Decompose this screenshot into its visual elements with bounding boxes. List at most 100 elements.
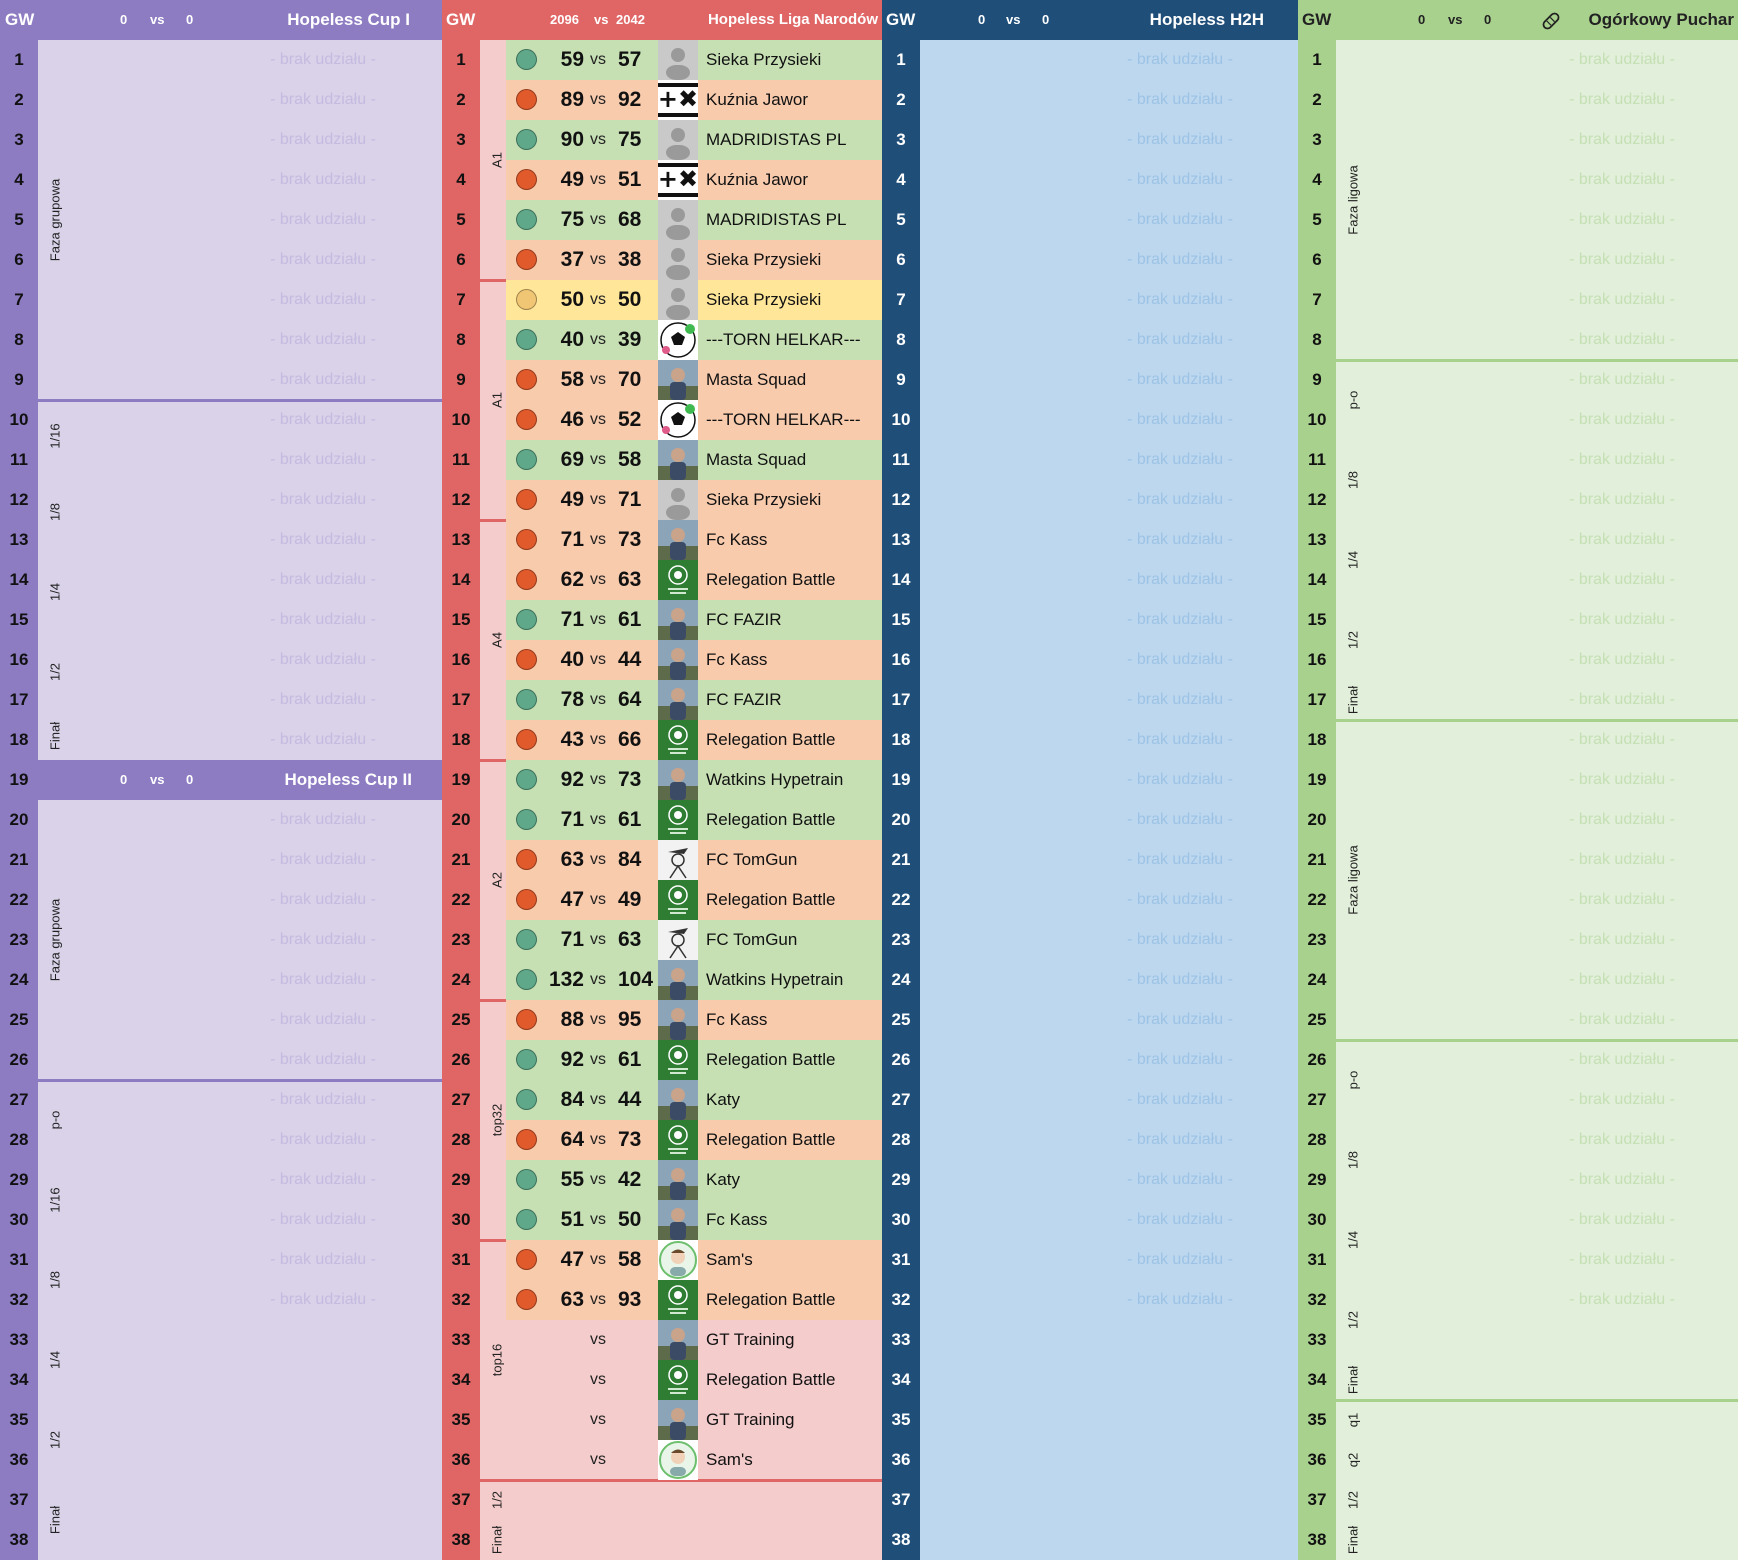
cup-no-participation: - brak udziału - xyxy=(270,291,376,308)
liga-match-row[interactable]: 89 vs 92 +✖ Kuźnia Jawor xyxy=(506,80,882,120)
ogorek-phase: Finał xyxy=(1336,680,1370,720)
liga-match-row[interactable]: 47 vs 58 Sam's xyxy=(506,1240,882,1280)
opponent-score: 73 xyxy=(618,1128,642,1151)
team-avatar xyxy=(658,1240,698,1280)
vs-label: vs xyxy=(590,491,606,508)
liga-match-row[interactable]: 63 vs 84 FC TomGun xyxy=(506,840,882,880)
opponent-team-name: Sieka Przysieki xyxy=(706,250,822,269)
gw-number: 35 xyxy=(1307,1410,1327,1429)
cup-phase-label: Finał xyxy=(47,721,63,751)
liga-match-row[interactable]: 47 vs 49 Relegation Battle xyxy=(506,880,882,920)
ogorek-no-participation: - brak udziału - xyxy=(1569,131,1675,148)
liga-match-row[interactable]: 40 vs 44 Fc Kass xyxy=(506,640,882,680)
opponent-score: 61 xyxy=(618,608,642,631)
h2h-no-participation: - brak udziału - xyxy=(1127,691,1233,708)
liga-match-row[interactable]: 64 vs 73 Relegation Battle xyxy=(506,1120,882,1160)
liga-match-row[interactable]: 71 vs 73 Fc Kass xyxy=(506,520,882,560)
liga-match-row[interactable]: 59 vs 57 Sieka Przysieki xyxy=(506,40,882,80)
liga-match-row[interactable]: 50 vs 50 Sieka Przysieki xyxy=(506,280,882,320)
gw-number: 18 xyxy=(891,730,911,749)
liga-match-row[interactable]: vs Relegation Battle xyxy=(506,1360,882,1400)
liga-match-row[interactable]: 71 vs 61 FC FAZIR xyxy=(506,600,882,640)
cup-no-participation: - brak udziału - xyxy=(270,171,376,188)
liga-match-row[interactable]: 46 vs 52 ---TORN HELKAR--- xyxy=(506,400,882,440)
liga-match-row[interactable]: 78 vs 64 FC FAZIR xyxy=(506,680,882,720)
liga-match-row[interactable]: 132 vs 104 Watkins Hypetrain xyxy=(506,960,882,1000)
gw-number: 6 xyxy=(14,250,24,269)
opponent-team-name: Relegation Battle xyxy=(706,1370,836,1389)
liga-match-row[interactable]: 40 vs 39 ---TORN HELKAR--- xyxy=(506,320,882,360)
opponent-score: 58 xyxy=(618,1248,642,1271)
liga-match-row[interactable]: 49 vs 51 +✖ Kuźnia Jawor xyxy=(506,160,882,200)
liga-match-row[interactable]: 90 vs 75 MADRIDISTAS PL xyxy=(506,120,882,160)
liga-match-row[interactable]: vs Sam's xyxy=(506,1440,882,1480)
liga-match-row[interactable]: 84 vs 44 Katy xyxy=(506,1080,882,1120)
cup-phase-label: 1/8 xyxy=(47,1270,63,1290)
gw-number: 36 xyxy=(891,1450,911,1469)
my-score: 92 xyxy=(560,768,584,791)
result-indicator-icon xyxy=(516,1209,537,1230)
team-avatar xyxy=(658,280,698,320)
gw-number: 14 xyxy=(891,570,911,589)
liga-match-row[interactable]: 43 vs 66 Relegation Battle xyxy=(506,720,882,760)
gw-number: 28 xyxy=(1307,1130,1327,1149)
vs-label: vs xyxy=(590,1011,606,1028)
liga-header: GW 2096 vs 2042 Hopeless Liga Narodów xyxy=(442,0,882,40)
ogorek-phase: Finał xyxy=(1336,1520,1370,1560)
liga-match-row[interactable]: 75 vs 68 MADRIDISTAS PL xyxy=(506,200,882,240)
ogorek-phase-label: Faza ligowa xyxy=(1345,165,1361,235)
gw-number: 15 xyxy=(9,610,29,629)
gw-number: 3 xyxy=(896,130,906,149)
gw-number: 2 xyxy=(896,90,906,109)
liga-match-row[interactable]: 69 vs 58 Masta Squad xyxy=(506,440,882,480)
gw-header: GW xyxy=(1302,10,1332,29)
gw-number: 13 xyxy=(9,530,29,549)
gw-header: GW xyxy=(446,10,476,29)
liga-match-row[interactable]: 92 vs 61 Relegation Battle xyxy=(506,1040,882,1080)
liga-match-row[interactable]: 62 vs 63 Relegation Battle xyxy=(506,560,882,600)
gw-number: 25 xyxy=(9,1010,29,1029)
opponent-team-name: Kuźnia Jawor xyxy=(706,170,809,189)
h2h-no-participation: - brak udziału - xyxy=(1127,971,1233,988)
gw-number: 7 xyxy=(1312,290,1322,309)
liga-match-row[interactable]: 71 vs 63 FC TomGun xyxy=(506,920,882,960)
cup-no-participation: - brak udziału - xyxy=(270,131,376,148)
ogorek-no-participation: - brak udziału - xyxy=(1569,851,1675,868)
ogorek-phase-label: 1/2 xyxy=(1345,630,1361,650)
liga-group-separator xyxy=(480,1479,882,1482)
vs-label: vs xyxy=(590,811,606,828)
gw-number: 8 xyxy=(456,330,466,349)
vs-label: vs xyxy=(590,731,606,748)
liga-match-row[interactable]: 37 vs 38 Sieka Przysieki xyxy=(506,240,882,280)
liga-match-row[interactable]: 92 vs 73 Watkins Hypetrain xyxy=(506,760,882,800)
ogorek-no-participation: - brak udziału - xyxy=(1569,451,1675,468)
ogorek-no-participation: - brak udziału - xyxy=(1569,771,1675,788)
liga-match-row[interactable]: vs GT Training xyxy=(506,1400,882,1440)
vs-label: vs xyxy=(590,531,606,548)
liga-match-row[interactable]: 58 vs 70 Masta Squad xyxy=(506,360,882,400)
my-score: 89 xyxy=(560,88,584,111)
my-score: 71 xyxy=(560,928,584,951)
liga-match-row[interactable]: 55 vs 42 Katy xyxy=(506,1160,882,1200)
cup-no-participation: - brak udziału - xyxy=(270,691,376,708)
opponent-score: 58 xyxy=(618,448,642,471)
liga-match-row[interactable]: 71 vs 61 Relegation Battle xyxy=(506,800,882,840)
my-score: 75 xyxy=(560,208,584,231)
team-avatar xyxy=(658,480,698,520)
ogorek-no-participation: - brak udziału - xyxy=(1569,1211,1675,1228)
cup-no-participation: - brak udziału - xyxy=(270,931,376,948)
ogorek-phase-label: 1/4 xyxy=(1345,550,1361,570)
gw-number: 33 xyxy=(451,1330,471,1349)
cup2-title: Hopeless Cup II xyxy=(284,770,412,789)
gw-number: 5 xyxy=(14,210,24,229)
liga-match-row[interactable]: 88 vs 95 Fc Kass xyxy=(506,1000,882,1040)
liga-match-row[interactable]: 63 vs 93 Relegation Battle xyxy=(506,1280,882,1320)
team-avatar xyxy=(658,1000,698,1040)
gw-number: 27 xyxy=(451,1090,471,1109)
gw-number: 17 xyxy=(9,690,29,709)
liga-match-row[interactable]: 51 vs 50 Fc Kass xyxy=(506,1200,882,1240)
liga-match-row[interactable]: 49 vs 71 Sieka Przysieki xyxy=(506,480,882,520)
liga-match-row[interactable]: vs GT Training xyxy=(506,1320,882,1360)
opponent-score: 61 xyxy=(618,1048,642,1071)
h2h-gw-column xyxy=(882,40,920,1560)
